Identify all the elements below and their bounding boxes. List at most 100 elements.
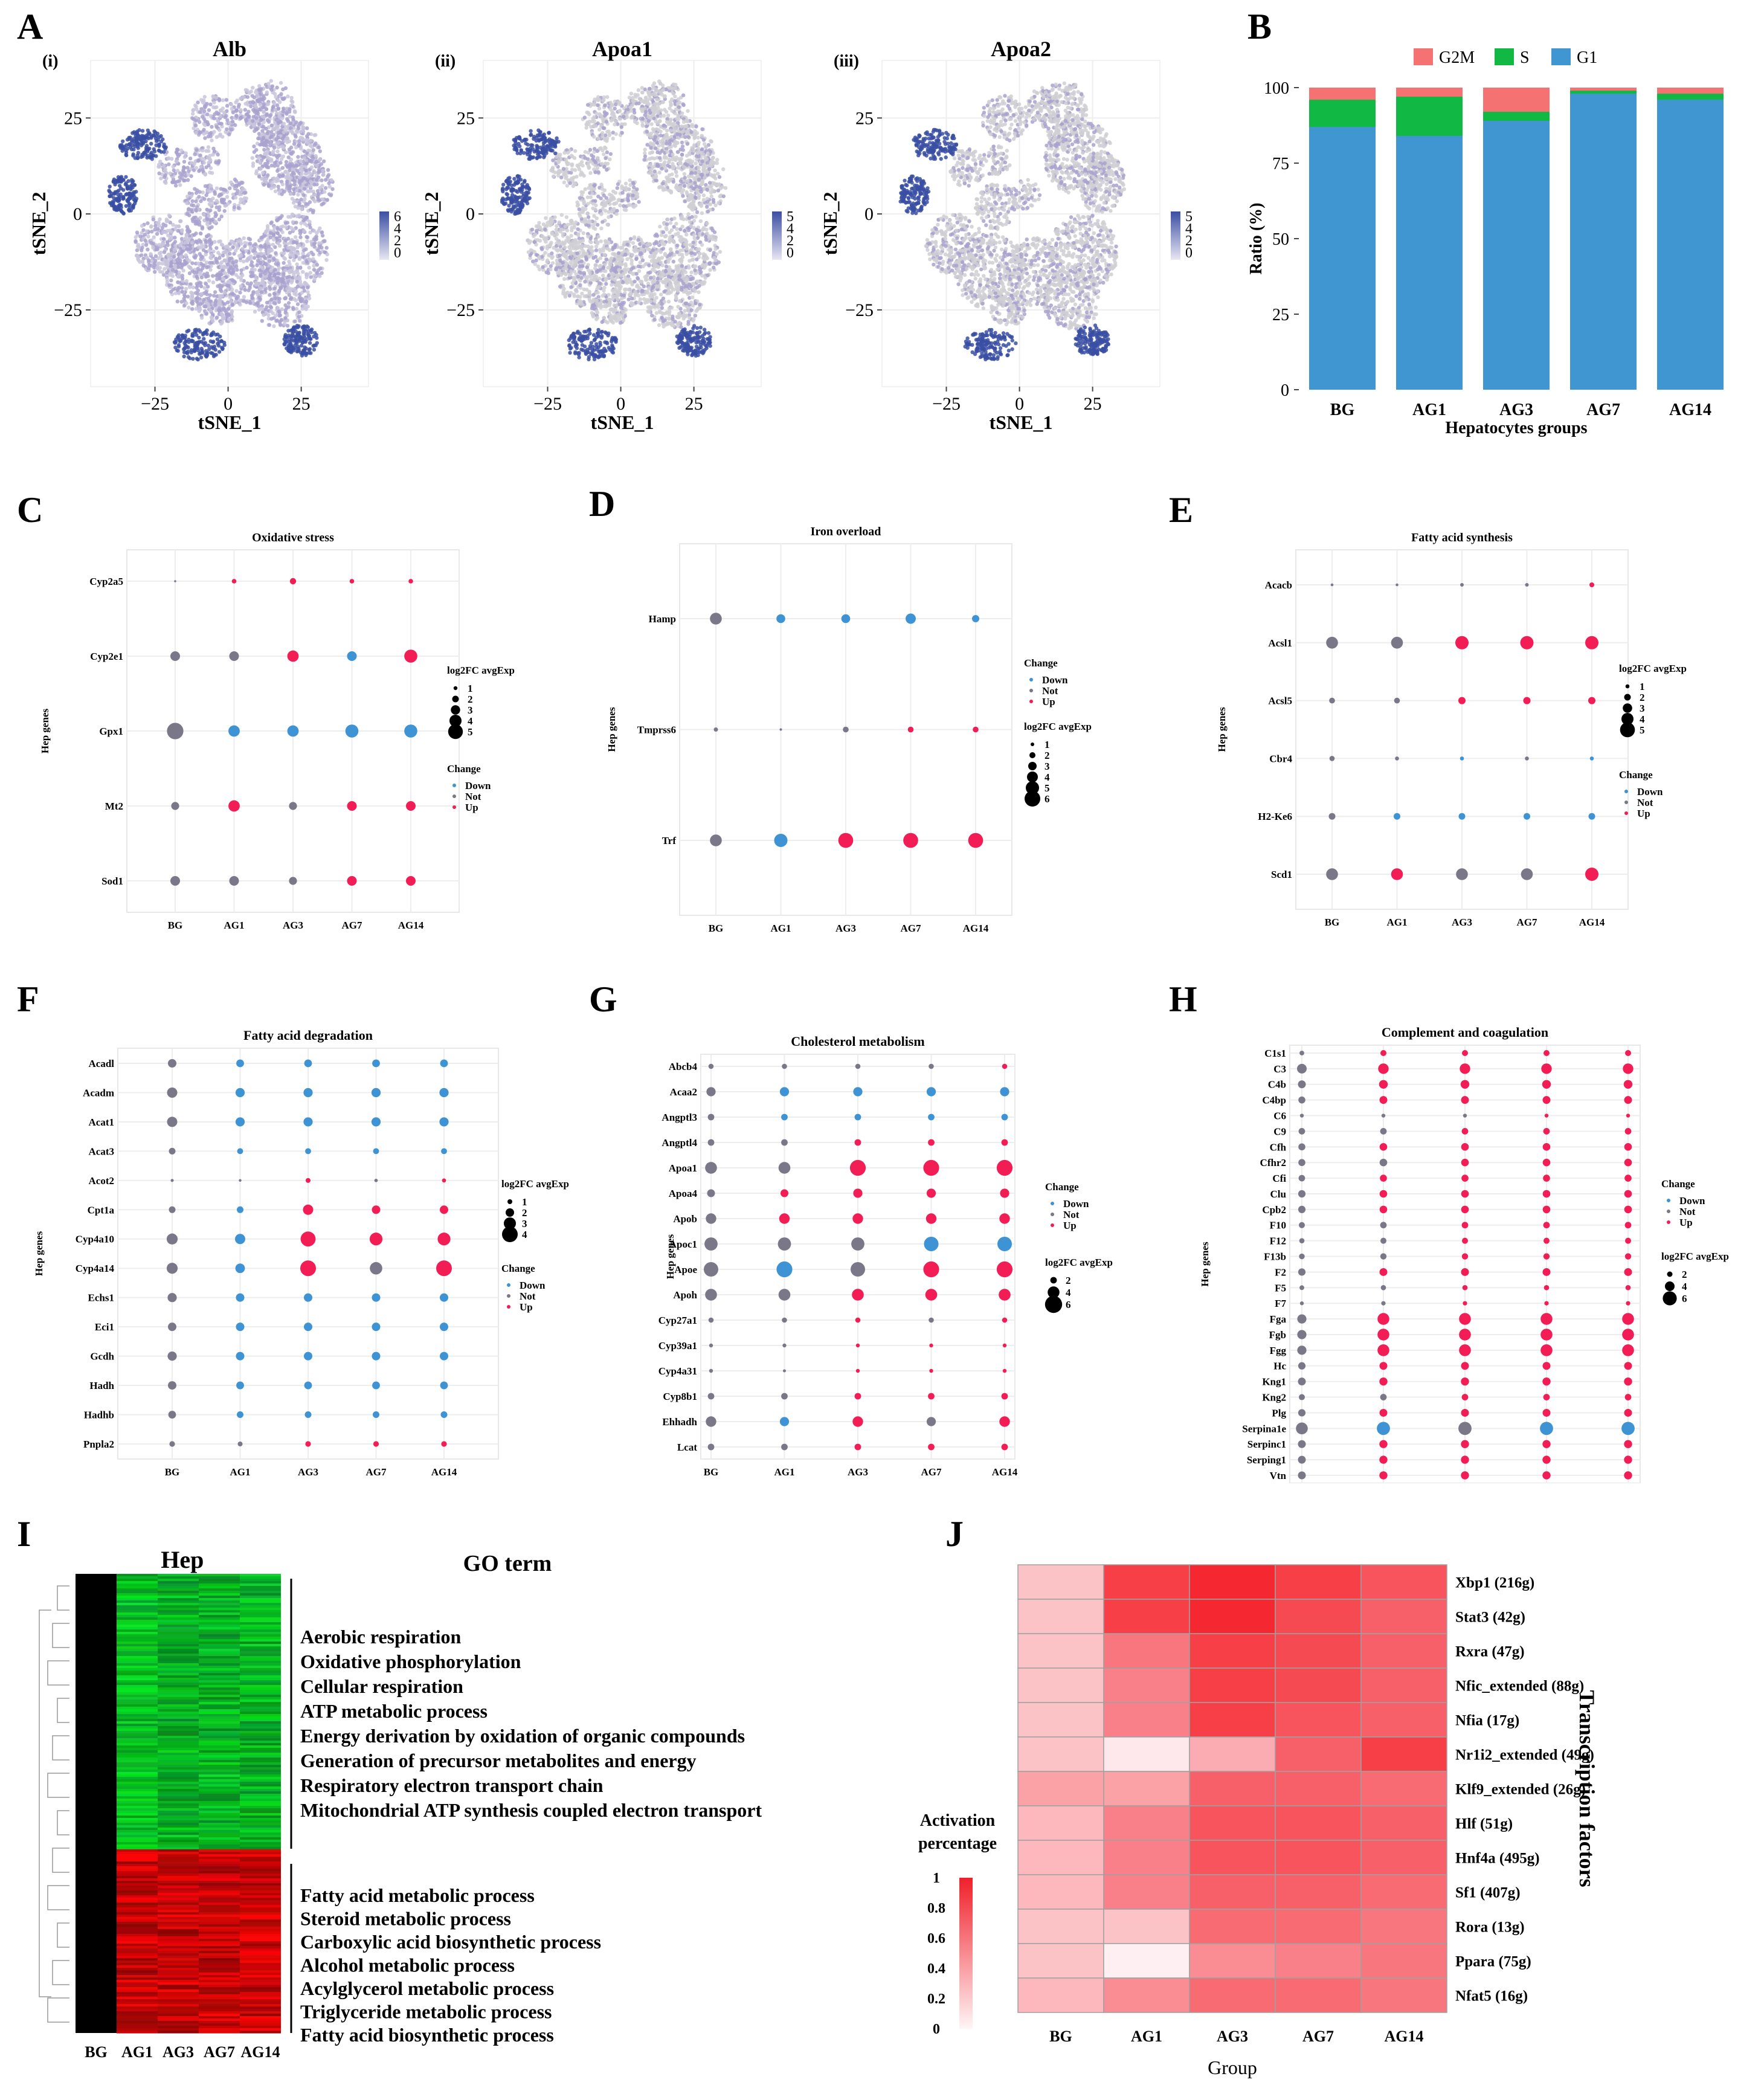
dot-Cyp4a31-AG3 [855,1368,860,1373]
dot-Gpx1-AG7 [345,724,359,738]
change-legend-dot [452,794,456,798]
gene-label: Sod1 [101,875,123,887]
gene-label: C4b [1268,1079,1286,1091]
dot-Acaa2-BG [706,1087,716,1097]
dot-Acat3-AG1 [237,1148,243,1155]
dot-Serpinc1-AG1 [1379,1440,1388,1448]
dot-Pnpla2-AG3 [305,1441,311,1447]
size-legend-label: 4 [468,715,473,727]
gene-label: Acsl5 [1268,695,1292,707]
dot-Acadm-AG1 [235,1087,245,1098]
bar-G2M-BG [1309,88,1376,100]
legend-tick: 0.4 [927,1961,945,1977]
gene-label: C9 [1273,1126,1286,1137]
x-tick: AG14 [1579,917,1605,928]
dot-Cbr4-AG1 [1395,756,1399,761]
cell-Nr1i2_extended (49g)-AG7 [1275,1736,1362,1772]
y-tick: −25 [54,300,82,320]
x-tick: BG [709,923,724,934]
dot-C9-AG1 [1380,1128,1387,1135]
dot-C4b-AG3 [1460,1080,1470,1089]
dot-Tmprss6-AG7 [907,726,914,733]
x-tick: 0 [224,394,233,414]
bar-G2M-AG7 [1570,88,1637,91]
dot-Angptl4-AG14 [1001,1139,1008,1146]
dot-Acsl5-AG7 [1523,697,1531,704]
dot-F13b-AG14 [1624,1253,1632,1260]
gene-label: Cyp8b1 [663,1391,697,1402]
cell-Hlf (51g)-AG1 [1103,1805,1190,1841]
dot-Sod1-AG1 [229,876,239,886]
cell-Nfia (17g)-AG14 [1360,1702,1447,1738]
change-legend-dot [1029,700,1033,703]
dot-Vtn-AG3 [1461,1471,1469,1480]
dot-Cpb2-AG14 [1624,1205,1632,1214]
x-tick: AG14 [1669,401,1711,419]
column-label: AG14 [241,2043,280,2061]
go-term-heatmap: Hep BG AG1 AG3 AG7 AG14 GO term Aerobic respira… [39,1546,762,2061]
dot-Cyp2a5-AG1 [231,579,237,584]
dot-Acsl5-AG1 [1394,697,1400,704]
dot-Hadh-AG1 [236,1381,244,1390]
dot-H2-Ke6-AG3 [1458,813,1466,820]
dot-Ehhadh-AG14 [999,1416,1010,1427]
cell-Rxra (47g)-AG1 [1103,1633,1190,1669]
dot-Kng1-BG [1298,1377,1306,1386]
cell-Nfia (17g)-AG3 [1189,1702,1276,1738]
size-legend-title: log2FC avgExp [501,1178,569,1190]
size-legend-label: 2 [468,694,473,705]
dot-Serping1-BG [1298,1455,1306,1464]
dot-C3-AG7 [1541,1063,1552,1074]
cell-Rora (13g)-AG1 [1103,1909,1190,1944]
cell-Sf1 (407g)-AG14 [1360,1874,1447,1910]
dot-Cfh-BG [1298,1143,1305,1151]
dot-Fga-AG7 [1540,1313,1553,1325]
dot-Ehhadh-AG7 [926,1417,936,1426]
dot-Acsl5-BG [1329,697,1335,704]
change-legend-label: Up [520,1301,533,1313]
change-legend-title: Change [1024,657,1058,669]
dot-Cfhr2-AG14 [1624,1158,1632,1167]
dot-F12-AG14 [1625,1237,1631,1244]
go-header: GO term [463,1551,552,1576]
bar-S-AG14 [1657,94,1724,100]
y-axis-label: Hep genes [1216,707,1228,752]
dot-Acat1-AG14 [439,1117,449,1127]
panel-label-i: I [17,1514,31,1554]
gene-label: F5 [1275,1282,1286,1294]
dot-Apoe-AG3 [851,1262,865,1277]
size-legend-label: 4 [522,1229,527,1240]
dot-F7-AG1 [1381,1301,1386,1306]
gene-label: Trf [662,835,677,846]
gene-label: Serpina1e [1242,1423,1286,1434]
dot-F2-AG1 [1379,1268,1388,1276]
size-legend-dot [1048,1286,1060,1298]
size-legend-dot [502,1226,518,1242]
size-legend-title: log2FC avgExp [1024,721,1092,732]
dot-Cfhr2-AG1 [1379,1158,1388,1167]
dot-Cyp27a1-BG [708,1317,714,1323]
x-axis-label: Group [1208,2057,1257,2078]
change-legend-label: Up [1637,808,1650,819]
cell-Ppara (75g)-AG7 [1275,1943,1362,1979]
dot-Acacb-AG3 [1460,583,1464,587]
dot-Kng1-AG7 [1542,1377,1551,1386]
dot-C1s1-AG3 [1462,1050,1468,1056]
row-label: Hlf (51g) [1455,1816,1513,1832]
chart-title: Oxidative stress [252,531,334,544]
gene-label: Cyp4a31 [658,1365,697,1377]
gene-label: Apoc1 [669,1239,697,1250]
dot-Hadhb-AG14 [440,1411,448,1419]
dot-Acadl-AG14 [440,1059,448,1068]
dot-Apoe-AG7 [923,1261,939,1278]
dot-Hamp-BG [710,613,722,625]
y-tick: 0 [73,204,82,224]
gene-title: Apoa1 [592,37,652,61]
dot-Gcdh-BG [167,1352,177,1361]
x-tick: AG3 [835,923,856,934]
dot-Apoa4-BG [707,1189,715,1197]
dot-Fgb-BG [1297,1330,1307,1339]
dot-Cyp2a5-BG [174,580,176,582]
cell-Hlf (51g)-AG3 [1189,1805,1276,1841]
legend-label: S [1520,48,1530,67]
